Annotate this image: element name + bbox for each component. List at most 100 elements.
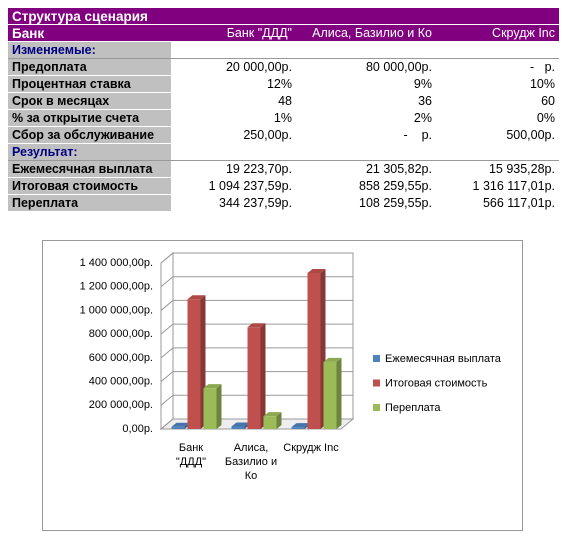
empty-cell [171,143,559,161]
bar [247,327,261,429]
bar-top [323,357,342,362]
data-row: Предоплата 20 000,00р. 80 000,00р. - р. [8,58,559,76]
value-cell: 250,00р. [171,126,296,144]
data-row: Срок в месяцах 48 36 60 [8,92,559,110]
bar [231,426,245,429]
legend-label: Итоговая стоимость [385,377,488,389]
value-cell: 15 935,28р. [436,160,559,178]
value-cell: 108 259,55р. [296,194,436,212]
value-cell: 1 094 237,59р. [171,177,296,195]
bar-top [171,422,190,427]
y-tick-label: 1 400 000,00р. [80,257,153,269]
grid-line [160,418,353,430]
bar-top [231,422,250,427]
data-row: % за открытие счета 1% 2% 0% [8,109,559,127]
row-label: Срок в месяцах [8,92,171,110]
bar [171,426,185,429]
row-label: Итоговая стоимость [8,177,171,195]
section-label: Изменяемые: [8,41,171,59]
bar [307,272,321,429]
title-row: Структура сценария [8,8,559,25]
row-label: Процентная ставка [8,75,171,93]
bar-side [276,412,282,429]
grid-line [160,394,353,406]
row-label: % за открытие счета [8,109,171,127]
value-cell: 10% [436,75,559,93]
bar [187,299,201,429]
y-tick-label: 800 000,00р. [89,328,153,340]
data-row: Переплата 344 237,59р. 108 259,55р. 566 117… [8,194,559,212]
header-cell: Скрудж Inc [436,24,559,42]
table-title: Структура сценария [8,8,559,25]
value-cell: 12% [171,75,296,93]
empty-cell [171,41,559,59]
bar-top [291,423,310,428]
value-cell: 80 000,00р. [296,58,436,76]
grid-line [160,371,353,382]
value-cell: 2% [296,109,436,127]
grid-line [160,323,353,335]
legend-swatch [373,404,380,411]
legend-swatch [373,379,380,387]
value-cell: 0% [436,109,559,127]
data-row: Итоговая стоимость 1 094 237,59р. 858 259,… [8,177,559,195]
y-tick-label: 0,00р. [122,423,153,435]
value-cell: 858 259,55р. [296,177,436,195]
data-row: Процентная ставка 12% 9% 10% [8,75,559,93]
header-cell: Банк "ДДД" [171,24,296,42]
grid-line [160,252,353,264]
bar-side [216,384,222,429]
y-tick-label: 400 000,00р. [89,375,153,387]
bar-top [307,268,326,273]
value-cell: - р. [296,126,436,144]
value-cell: 566 117,01р. [436,194,559,212]
y-tick-label: 1 200 000,00р. [80,281,153,293]
y-tick-label: 1 000 000,00р. [80,304,153,316]
x-tick-label: Банк "ДДД" [175,442,207,468]
bar-top [263,412,282,417]
bar-side [336,357,342,429]
value-cell: 344 237,59р. [171,194,296,212]
value-cell: 60 [436,92,559,110]
side-wall [160,251,174,431]
legend-label: Переплата [385,402,441,414]
row-label: Сбор за обслуживание [8,126,171,144]
row-label: Предоплата [8,58,171,76]
legend-swatch [373,355,380,362]
grid-line [160,276,353,288]
header-row: Банк Банк "ДДД" Алиса, Базилио и Ко Скрудж … [8,24,559,42]
data-row: Ежемесячная выплата 19 223,70р. 21 305,82р… [8,160,559,178]
scenario-table: Структура сценария Банк Банк "ДДД" Алиса, Б… [8,8,559,212]
chart: 0,00р. 200 000,00р. 400 000,00р. 600 000,00… [42,240,523,531]
x-tick-label: Скрудж Inc [283,442,339,454]
header-cell: Алиса, Базилио и Ко [296,24,436,42]
data-row: Сбор за обслуживание 250,00р. - р. 500,00р. [8,126,559,144]
y-tick-label: 200 000,00р. [89,399,153,411]
section-row: Изменяемые: [8,41,559,59]
bar-top [187,295,206,300]
grid-line [160,299,353,311]
value-cell: 1% [171,109,296,127]
bar-side [260,323,266,429]
bar [323,361,337,429]
section-label: Результат: [8,143,171,161]
row-label: Ежемесячная выплата [8,160,171,178]
x-tick-label: Алиса, Базилио и Ко [224,442,278,482]
value-cell: 1 316 117,01р. [436,177,559,195]
value-cell: 9% [296,75,436,93]
bar [263,416,277,429]
value-cell: 21 305,82р. [296,160,436,178]
section-row: Результат: [8,143,559,161]
bar-top [203,384,222,389]
grid-line [160,347,353,359]
value-cell: 20 000,00р. [171,58,296,76]
bar [291,427,305,429]
header-cell: Банк [8,24,171,42]
bar-top [247,323,266,328]
value-cell: - р. [436,58,559,76]
value-cell: 48 [171,92,296,110]
value-cell: 500,00р. [436,126,559,144]
chart-svg: 0,00р. 200 000,00р. 400 000,00р. 600 000,00… [80,251,502,435]
value-cell: 19 223,70р. [171,160,296,178]
